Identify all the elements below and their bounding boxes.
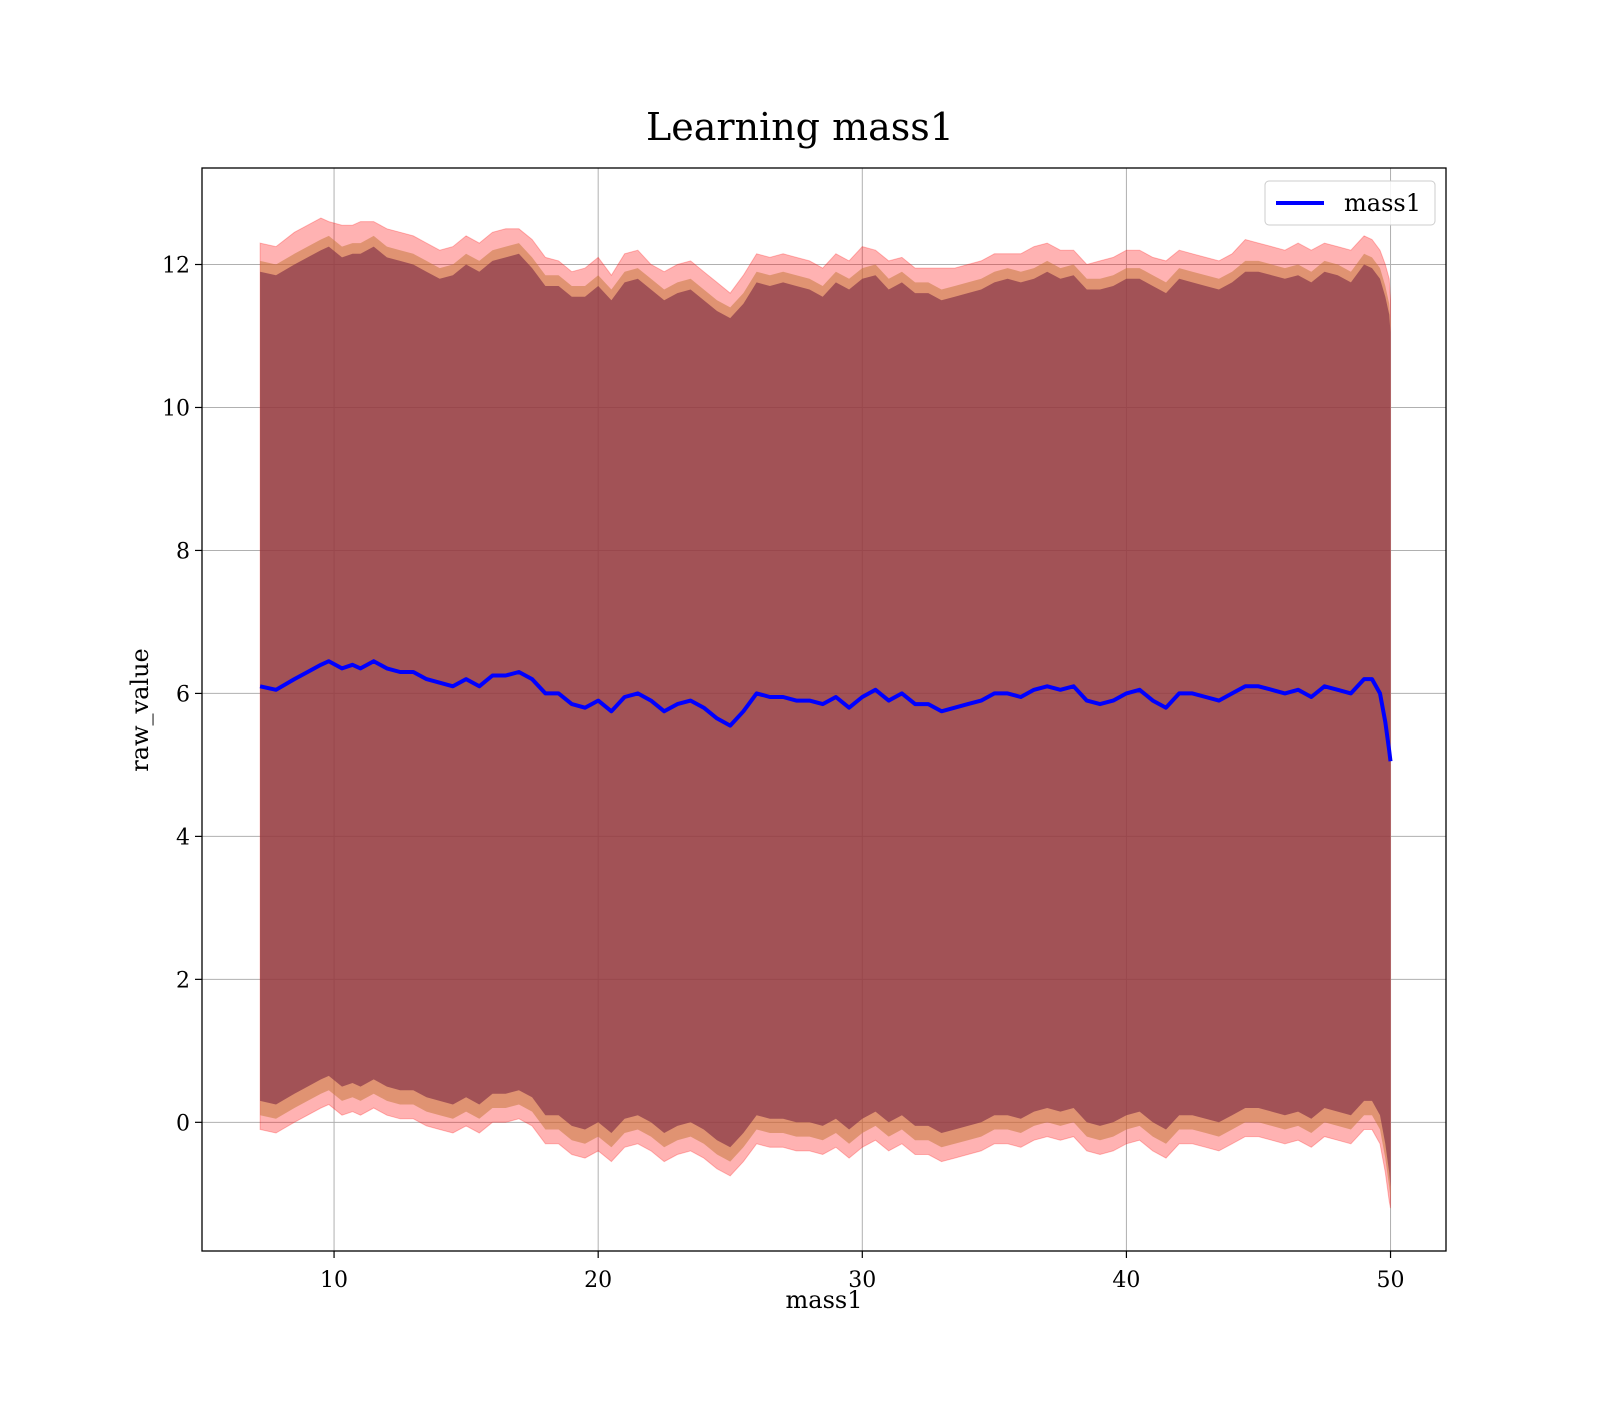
x-tick-label: 50 [1377,1268,1405,1293]
y-tick-label: 6 [176,682,190,707]
y-tick-label: 12 [162,254,190,279]
tick-layer: 10 20 30 40 50 0 2 4 6 8 10 12 [162,254,1405,1293]
x-tick-label: 20 [584,1268,612,1293]
y-tick-label: 4 [176,825,190,850]
x-tick-label: 30 [848,1268,876,1293]
x-axis-label: mass1 [786,1286,863,1314]
y-axis-label: raw_value [126,648,154,772]
band-layer [259,217,1391,1209]
legend-box [1264,180,1436,226]
plot-frame [201,167,1447,1252]
chart-title: Learning mass1 [646,105,954,149]
x-tick-label: 40 [1112,1268,1140,1293]
legend: mass1 [1264,180,1436,226]
x-tick-label: 10 [320,1268,348,1293]
y-tick-label: 10 [162,396,190,421]
line-layer [259,659,1393,762]
y-tick-label: 0 [176,1111,190,1136]
inner-band [260,246,1391,1187]
y-tick-label: 2 [176,968,190,993]
series-line-mass1 [259,659,1393,762]
y-tick-label: 8 [176,539,190,564]
legend-label-mass1: mass1 [1344,189,1421,217]
